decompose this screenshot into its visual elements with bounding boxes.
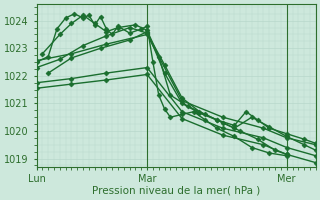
X-axis label: Pression niveau de la mer( hPa ): Pression niveau de la mer( hPa )	[92, 186, 260, 196]
